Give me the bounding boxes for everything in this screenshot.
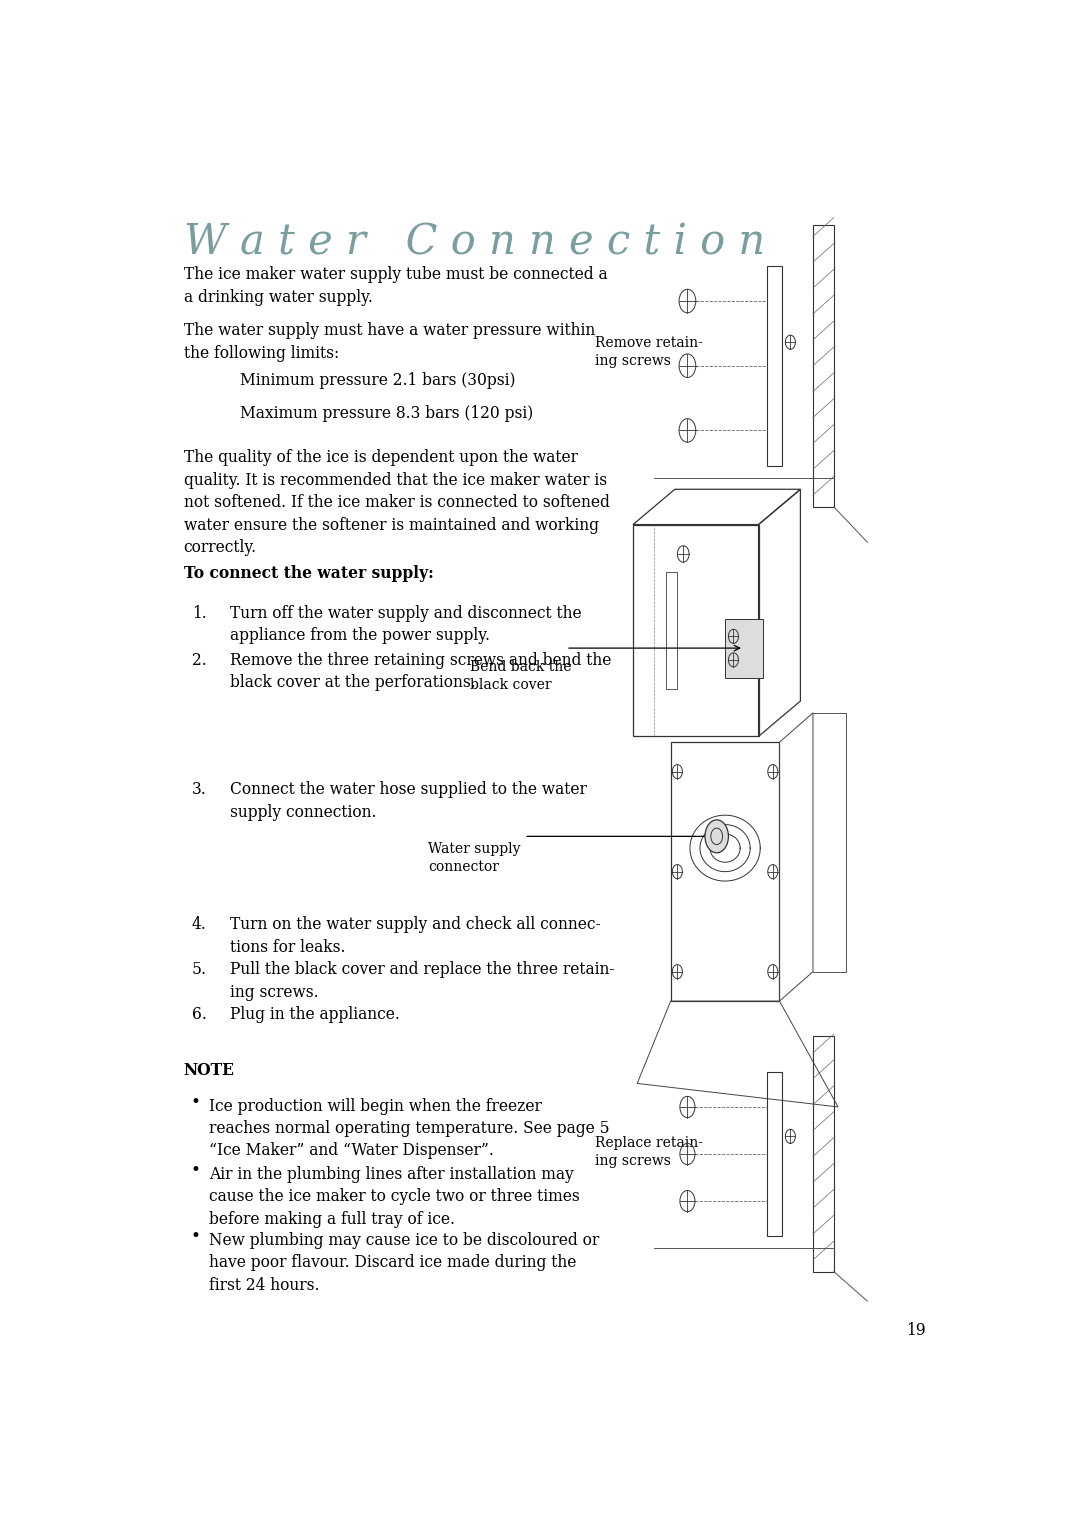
Polygon shape [725,619,762,677]
Text: The water supply must have a water pressure within
the following limits:: The water supply must have a water press… [184,322,595,362]
Text: •: • [190,1229,200,1245]
Text: Minimum pressure 2.1 bars (30psi): Minimum pressure 2.1 bars (30psi) [240,371,515,388]
Text: The quality of the ice is dependent upon the water
quality. It is recommended th: The quality of the ice is dependent upon… [184,449,609,556]
Text: Maximum pressure 8.3 bars (120 psi): Maximum pressure 8.3 bars (120 psi) [240,405,532,422]
Text: W a t e r   C o n n e c t i o n: W a t e r C o n n e c t i o n [184,222,765,263]
Text: Remove retain-
ing screws: Remove retain- ing screws [595,336,703,368]
Text: 2.: 2. [192,651,206,669]
Text: •: • [190,1163,200,1180]
Text: 3.: 3. [192,781,206,798]
Text: Pull the black cover and replace the three retain-
ing screws.: Pull the black cover and replace the thr… [230,961,615,1001]
Text: •: • [190,1094,200,1111]
Text: Replace retain-
ing screws: Replace retain- ing screws [595,1137,703,1169]
Text: NOTE: NOTE [184,1062,234,1079]
Text: Water supply
connector: Water supply connector [428,842,521,874]
Text: Connect the water hose supplied to the water
supply connection.: Connect the water hose supplied to the w… [230,781,586,821]
Text: New plumbing may cause ice to be discoloured or
have poor flavour. Discard ice m: New plumbing may cause ice to be discolo… [208,1232,599,1294]
Text: Remove the three retaining screws and bend the
black cover at the perforations.: Remove the three retaining screws and be… [230,651,611,691]
Text: The ice maker water supply tube must be connected a
a drinking water supply.: The ice maker water supply tube must be … [184,266,607,306]
Text: Bend back the
black cover: Bend back the black cover [470,660,571,692]
Text: Ice production will begin when the freezer
reaches normal operating temperature.: Ice production will begin when the freez… [208,1097,609,1160]
Text: Air in the plumbing lines after installation may
cause the ice maker to cycle tw: Air in the plumbing lines after installa… [208,1166,579,1227]
Text: Turn on the water supply and check all connec-
tions for leaks.: Turn on the water supply and check all c… [230,917,600,957]
Text: 1.: 1. [192,605,206,622]
Text: Plug in the appliance.: Plug in the appliance. [230,1005,400,1022]
Text: 19: 19 [906,1322,926,1339]
Text: Turn off the water supply and disconnect the
appliance from the power supply.: Turn off the water supply and disconnect… [230,605,581,643]
Text: 5.: 5. [192,961,207,978]
Circle shape [705,821,728,853]
Text: To connect the water supply:: To connect the water supply: [184,564,433,582]
Text: 4.: 4. [192,917,206,934]
Text: 6.: 6. [192,1005,206,1022]
